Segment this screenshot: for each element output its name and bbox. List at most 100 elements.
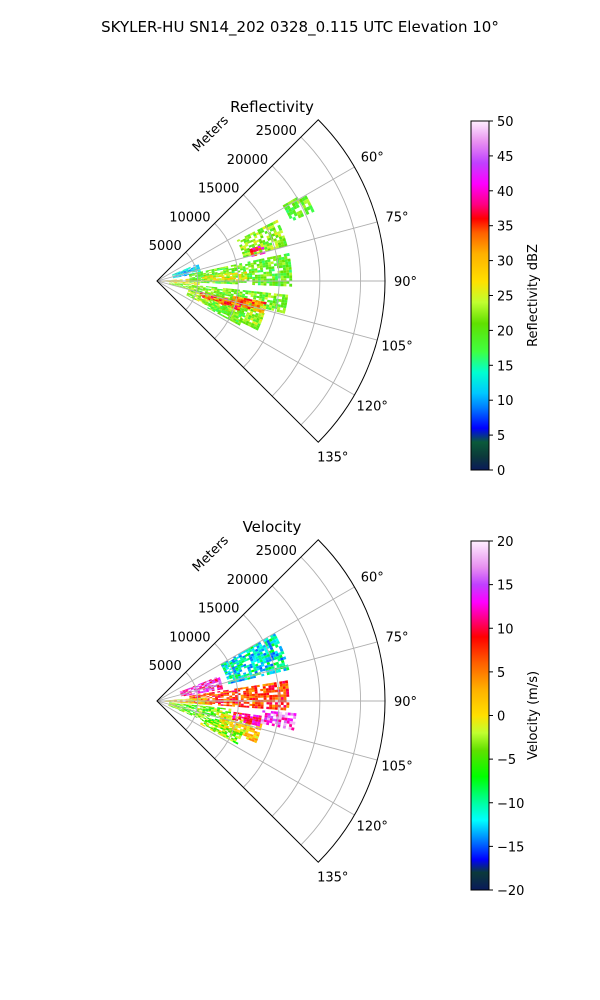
echo-cell-2 bbox=[211, 271, 215, 273]
echo-cell-6 bbox=[232, 715, 236, 718]
echo-cell-0 bbox=[188, 269, 192, 271]
colorbar-tick-label: 10 bbox=[497, 394, 514, 409]
echo-cell-7 bbox=[191, 287, 195, 289]
echo-cell-1 bbox=[272, 670, 276, 674]
echo-cell-6 bbox=[241, 713, 245, 716]
echo-cell-2 bbox=[226, 282, 230, 284]
echo-cell-0 bbox=[182, 691, 186, 693]
echo-cell-9 bbox=[233, 307, 238, 310]
echo-cell-1 bbox=[247, 677, 251, 680]
echo-cell-2 bbox=[220, 694, 224, 697]
echo-cell-4 bbox=[177, 704, 181, 705]
echo-cell-2 bbox=[189, 696, 193, 698]
echo-cell-8 bbox=[217, 726, 221, 729]
echo-cell-2 bbox=[275, 697, 278, 700]
echo-cell-0 bbox=[220, 688, 224, 690]
echo-cell-0 bbox=[188, 267, 191, 270]
echo-cell-2 bbox=[209, 701, 213, 703]
echo-cell-4 bbox=[168, 704, 172, 706]
echo-cell-7 bbox=[185, 286, 189, 288]
echo-cell-2 bbox=[189, 696, 193, 698]
echo-cell-10 bbox=[261, 310, 265, 314]
echo-cell-0 bbox=[180, 271, 184, 273]
echo-cell-1 bbox=[234, 673, 238, 676]
azimuth-gridline bbox=[156, 700, 378, 761]
echo-cell-8 bbox=[205, 718, 209, 721]
echo-cell-6 bbox=[246, 719, 250, 722]
echo-cell-7 bbox=[186, 284, 189, 286]
echo-cell-8 bbox=[199, 299, 203, 302]
echo-cell-0 bbox=[172, 273, 175, 275]
echo-cell-7 bbox=[262, 710, 266, 713]
echo-cell-4 bbox=[176, 707, 180, 710]
echo-cell-1 bbox=[228, 660, 232, 664]
echo-cell-2 bbox=[231, 271, 235, 274]
echo-cell-2 bbox=[203, 274, 207, 277]
echo-cell-1 bbox=[191, 282, 194, 284]
echo-cell-3 bbox=[282, 237, 286, 242]
azimuth-gridline bbox=[156, 166, 355, 282]
echo-cell-4 bbox=[219, 711, 223, 714]
echo-cell-2 bbox=[232, 696, 236, 699]
echo-cell-3 bbox=[171, 699, 175, 701]
echo-cell-7 bbox=[194, 285, 198, 287]
echo-cell-1 bbox=[252, 649, 256, 654]
echo-cell-2 bbox=[271, 268, 275, 272]
echo-cell-8 bbox=[234, 737, 238, 740]
echo-cell-2 bbox=[283, 278, 287, 281]
echo-cell-0 bbox=[200, 690, 204, 693]
echo-cell-11 bbox=[232, 320, 236, 323]
echo-cell-0 bbox=[203, 682, 207, 685]
echo-cell-6 bbox=[241, 271, 245, 274]
echo-cell-2 bbox=[212, 694, 215, 696]
echo-cell-2 bbox=[242, 266, 246, 269]
echo-cell-7 bbox=[289, 721, 293, 725]
echo-cell-4 bbox=[199, 710, 203, 713]
echo-cell-1 bbox=[275, 638, 279, 642]
echo-cell-2 bbox=[273, 258, 277, 262]
echo-cell-2 bbox=[269, 704, 273, 707]
echo-cell-4 bbox=[211, 706, 215, 709]
echo-cell-0 bbox=[183, 272, 187, 274]
echo-cell-8 bbox=[232, 740, 236, 744]
echo-cell-7 bbox=[279, 711, 283, 715]
echo-cell-2 bbox=[255, 259, 259, 263]
echo-cell-2 bbox=[226, 694, 230, 696]
echo-cell-2 bbox=[240, 703, 244, 706]
echo-cell-2 bbox=[203, 693, 207, 695]
echo-cell-6 bbox=[212, 274, 216, 277]
echo-cell-0 bbox=[178, 275, 182, 277]
echo-cell-3 bbox=[242, 245, 246, 248]
echo-cell-7 bbox=[244, 295, 248, 299]
echo-cell-8 bbox=[233, 738, 237, 742]
echo-cell-1 bbox=[185, 282, 189, 283]
echo-cell-0 bbox=[178, 276, 182, 278]
colorbar-tick-label: 5 bbox=[497, 666, 505, 681]
echo-cell-0 bbox=[180, 270, 183, 273]
echo-cell-3 bbox=[253, 242, 258, 246]
echo-cell-8 bbox=[255, 327, 259, 331]
echo-cell-10 bbox=[232, 297, 236, 300]
echo-cell-3 bbox=[188, 698, 192, 700]
echo-cell-7 bbox=[239, 294, 243, 298]
echo-cell-3 bbox=[188, 702, 192, 704]
echo-cell-11 bbox=[230, 317, 234, 321]
echo-cell-2 bbox=[272, 273, 275, 277]
echo-cell-8 bbox=[207, 292, 211, 295]
echo-cell-4 bbox=[287, 212, 292, 217]
echo-cell-4 bbox=[213, 710, 217, 713]
echo-cell-0 bbox=[172, 274, 175, 276]
echo-cell-2 bbox=[206, 701, 210, 703]
echo-cell-6 bbox=[224, 273, 228, 276]
echo-cell-6 bbox=[238, 273, 242, 276]
echo-cell-9 bbox=[204, 297, 208, 300]
echo-cell-2 bbox=[256, 684, 260, 688]
echo-cell-2 bbox=[286, 252, 290, 257]
echo-cell-1 bbox=[244, 677, 248, 681]
echo-cell-11 bbox=[212, 302, 216, 305]
echo-cell-4 bbox=[194, 705, 198, 707]
echo-cell-4 bbox=[202, 711, 205, 714]
echo-cell-7 bbox=[263, 719, 267, 723]
echo-cell-0 bbox=[186, 693, 190, 695]
range-tick-label: 15000 bbox=[198, 182, 239, 197]
